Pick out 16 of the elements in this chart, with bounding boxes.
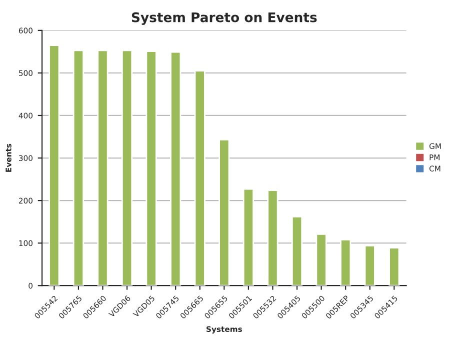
bar xyxy=(121,50,133,286)
bar xyxy=(97,50,108,286)
bar xyxy=(364,244,376,286)
bar xyxy=(316,233,327,286)
bar xyxy=(146,50,157,286)
bar xyxy=(218,139,230,286)
bar xyxy=(170,51,182,286)
bar xyxy=(291,216,303,286)
bar xyxy=(242,188,254,286)
bar xyxy=(194,70,206,286)
bar xyxy=(388,247,400,286)
bar xyxy=(72,50,84,286)
bar xyxy=(48,44,60,286)
chart-title: System Pareto on Events xyxy=(132,12,317,25)
bar xyxy=(267,190,278,286)
bar xyxy=(340,238,352,286)
